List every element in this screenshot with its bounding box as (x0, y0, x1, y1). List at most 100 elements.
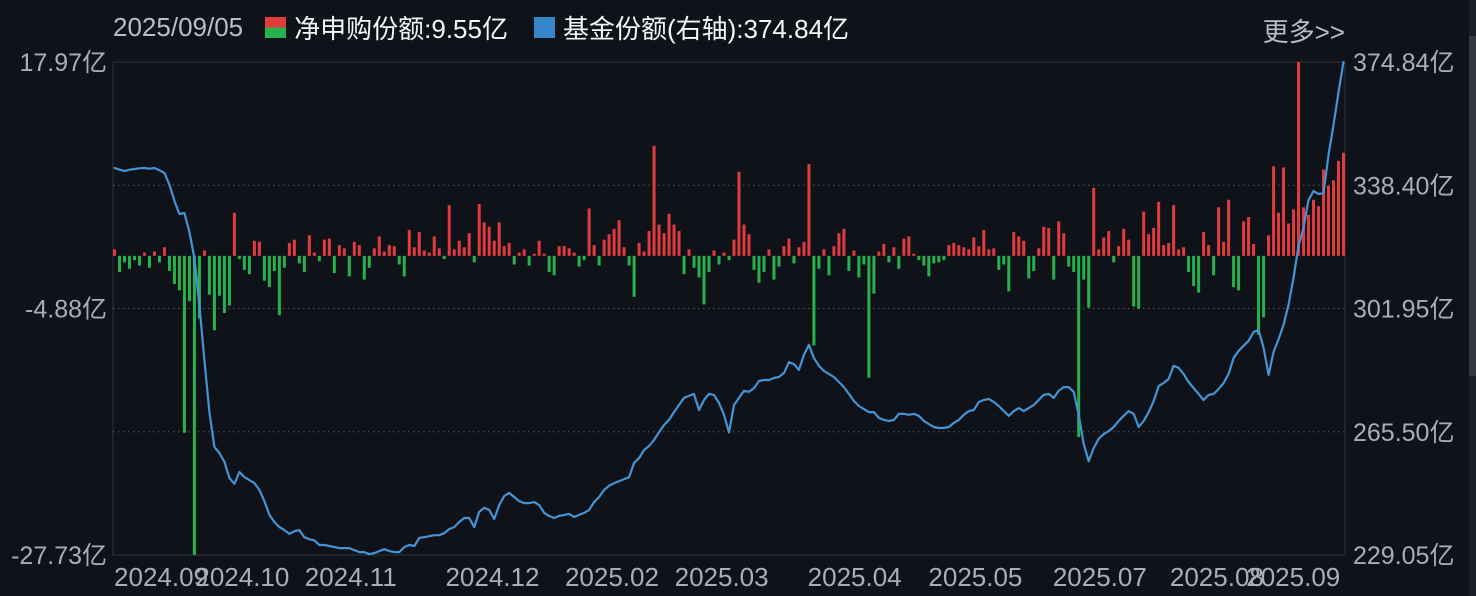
bar (747, 234, 751, 256)
bar (1047, 227, 1051, 256)
bar (742, 224, 746, 256)
bar (502, 246, 506, 256)
date-label: 2025/09/05 (113, 11, 244, 42)
bar (1177, 249, 1181, 256)
bar (707, 255, 711, 273)
bar (1232, 255, 1236, 288)
bar (287, 242, 291, 256)
bar (452, 249, 456, 256)
more-link[interactable]: 更多>> (1262, 17, 1345, 47)
bar (362, 255, 366, 280)
bar (187, 255, 191, 302)
bar (672, 224, 676, 256)
bar (182, 255, 186, 433)
bar (1032, 255, 1036, 271)
bar (457, 240, 461, 256)
bar (867, 255, 871, 378)
bar (542, 253, 546, 256)
bar (382, 251, 386, 256)
bar (897, 255, 901, 269)
bar (517, 252, 521, 256)
bar (1282, 167, 1286, 256)
bar (177, 255, 181, 291)
bar (767, 249, 771, 256)
bar (792, 255, 796, 264)
left-axis-tick-label: -4.88亿 (25, 296, 107, 324)
bar (492, 240, 496, 256)
bar (717, 255, 721, 265)
bar (167, 255, 171, 271)
bar (627, 255, 631, 266)
bar (447, 205, 451, 256)
bar (402, 255, 406, 277)
bar (312, 252, 316, 256)
bar (1187, 255, 1191, 273)
scrollbar-thumb[interactable] (1469, 36, 1476, 376)
bar (802, 241, 806, 256)
bar (227, 255, 231, 306)
bar (1317, 206, 1321, 256)
bar (1227, 199, 1231, 256)
bar (812, 255, 816, 346)
bar (667, 213, 671, 256)
bar (1312, 199, 1316, 256)
bar (322, 239, 326, 256)
bar (642, 251, 646, 256)
bar (857, 255, 861, 278)
bar (567, 248, 571, 256)
x-axis-tick-label: 2024.11 (305, 562, 397, 592)
bar (422, 250, 426, 256)
bar (342, 248, 346, 256)
x-axis-tick-label: 2025.03 (675, 562, 769, 592)
x-axis-tick-label: 2025.07 (1053, 562, 1147, 592)
bar (222, 255, 226, 314)
bar (1057, 221, 1061, 256)
bar (1292, 209, 1296, 256)
bar (277, 255, 281, 316)
bar (1192, 255, 1196, 287)
scrollbar-track[interactable] (1469, 0, 1476, 596)
bar (1242, 221, 1246, 256)
bar (1277, 212, 1281, 256)
bar (207, 255, 211, 295)
bar (1112, 255, 1116, 263)
bar (762, 255, 766, 273)
bar (257, 241, 261, 256)
bar (1092, 187, 1096, 256)
bar (512, 255, 516, 265)
bar (1037, 248, 1041, 256)
bar (972, 237, 976, 256)
bar (927, 255, 931, 277)
bar (602, 239, 606, 256)
bar (1212, 255, 1216, 276)
bar (1132, 255, 1136, 307)
bar (582, 255, 586, 261)
bar (957, 245, 961, 256)
bar (487, 226, 491, 256)
fund-share-line (113, 60, 1345, 556)
bar (632, 255, 636, 297)
bar (652, 145, 656, 256)
bar (267, 255, 271, 288)
bar (837, 233, 841, 256)
bar (732, 239, 736, 256)
x-axis-tick-label: 2025.02 (565, 562, 659, 592)
bar (1027, 255, 1031, 279)
bar (1207, 245, 1211, 256)
bar (507, 242, 511, 256)
bar (722, 252, 726, 256)
bar (327, 238, 331, 256)
bar (477, 204, 481, 256)
bar (1202, 232, 1206, 256)
bar (1257, 255, 1261, 335)
bar (113, 249, 116, 256)
bar (952, 242, 956, 256)
bar (292, 239, 296, 256)
bar (1117, 246, 1121, 256)
bar (1102, 237, 1106, 256)
bar-series-legend-label: 净申购份额:9.55亿 (294, 13, 508, 44)
x-axis-tick-label: 2025.09 (1246, 562, 1340, 592)
bar (932, 255, 936, 264)
